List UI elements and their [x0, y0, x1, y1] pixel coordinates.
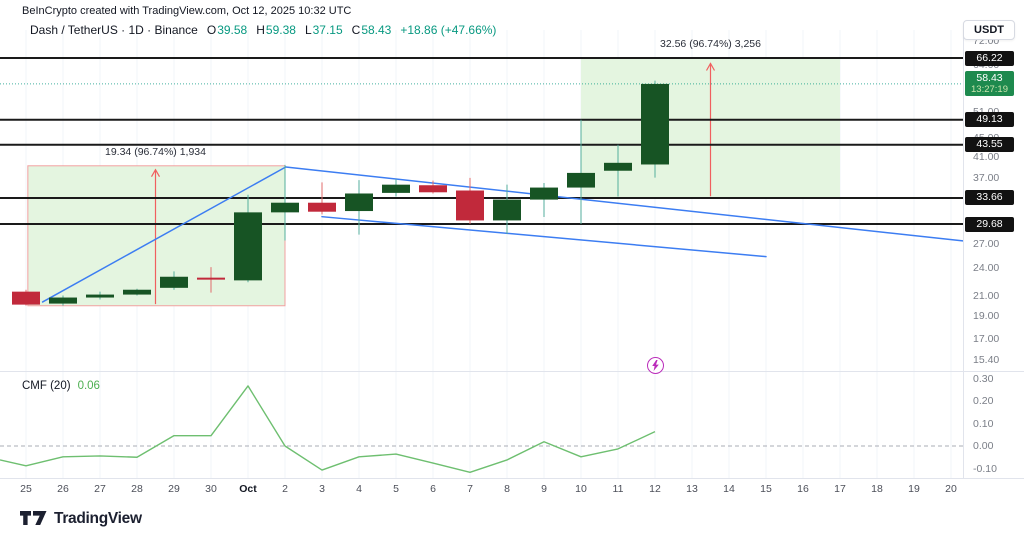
price-tick-label: 24.00 — [973, 261, 1000, 274]
time-tick-label: Oct — [239, 483, 257, 495]
measurement-label-right: 32.56 (96.74%) 3,256 — [660, 38, 761, 51]
last-price-badge: 58.43 13:27:19 — [965, 70, 1014, 96]
candle-body — [456, 190, 484, 221]
last-price-value: 58.43 — [976, 71, 1003, 84]
pane-separator[interactable] — [0, 371, 1024, 372]
ohlc-item: C 58.43 — [351, 23, 392, 37]
price-tick-label: 27.00 — [973, 237, 1000, 250]
time-tick-label: 11 — [612, 483, 624, 495]
bar-countdown: 13:27:19 — [971, 83, 1008, 95]
time-tick-label: 10 — [575, 483, 587, 495]
candle-body — [86, 294, 114, 298]
candle-body — [234, 212, 262, 281]
time-tick-label: 19 — [908, 483, 920, 495]
measurement-label-left: 19.34 (96.74%) 1,934 — [105, 145, 206, 158]
event-marker-button[interactable] — [647, 357, 664, 374]
symbol-legend[interactable]: Dash / TetherUS · 1D · Binance O 39.58 H 59… — [30, 23, 496, 37]
cmf-indicator-value: 0.06 — [77, 380, 100, 392]
time-tick-label: 29 — [168, 483, 180, 495]
candle-body — [308, 202, 336, 212]
time-tick-label: 5 — [393, 483, 399, 495]
price-level-badge: 43.55 — [965, 137, 1014, 153]
time-tick-label: 17 — [834, 483, 846, 495]
trendline[interactable] — [41, 166, 287, 303]
candle-body — [49, 297, 77, 304]
candle-body — [382, 184, 410, 193]
price-level-badge: 33.66 — [965, 190, 1014, 206]
cmf-tick-label: 0.10 — [973, 417, 994, 430]
time-tick-label: 8 — [504, 483, 510, 495]
candle-body — [641, 83, 669, 165]
price-level-badge: 29.68 — [965, 216, 1014, 232]
time-tick-label: 27 — [94, 483, 106, 495]
time-tick-label: 18 — [871, 483, 883, 495]
chart-canvas[interactable] — [0, 30, 963, 478]
time-tick-label: 7 — [467, 483, 473, 495]
tradingview-logo-text[interactable]: TradingView — [54, 509, 142, 527]
time-tick-label: 3 — [319, 483, 325, 495]
price-level-badge: 66.22 — [965, 50, 1014, 66]
currency-toggle-button[interactable]: USDT — [963, 20, 1015, 40]
ohlc-item: O 39.58 — [206, 23, 248, 37]
cmf-tick-label: 0.20 — [973, 395, 994, 407]
x-axis-separator — [0, 478, 1024, 479]
time-tick-label: 2 — [282, 483, 288, 495]
price-axis-separator — [963, 30, 964, 478]
time-tick-label: 16 — [797, 483, 809, 495]
cmf-tick-label: 0.00 — [973, 440, 994, 452]
candle-body — [493, 199, 521, 221]
price-tick-label: 21.00 — [973, 289, 1000, 302]
time-tick-label: 20 — [945, 483, 957, 495]
trendline[interactable] — [321, 215, 767, 258]
candle-body — [567, 172, 595, 188]
time-tick-label: 15 — [760, 483, 772, 495]
candle-body — [419, 185, 447, 193]
change-value: +18.86 (+47.66%) — [400, 23, 497, 37]
candle-body — [604, 162, 632, 171]
cmf-indicator-legend[interactable]: CMF (20) 0.06 — [22, 380, 100, 392]
price-tick-label: 19.00 — [973, 310, 1000, 323]
footer-bar: TradingView — [0, 500, 1024, 537]
price-tick-label: 37.00 — [973, 172, 1000, 185]
time-tick-label: 9 — [541, 483, 547, 495]
price-tick-label: 15.40 — [973, 353, 1000, 366]
time-tick-label: 6 — [430, 483, 436, 495]
cmf-tick-label: -0.10 — [973, 462, 997, 475]
arrowhead-icon — [705, 62, 716, 71]
price-tick-label: 41.00 — [973, 151, 1000, 164]
candle-body — [530, 187, 558, 200]
lightning-bolt-icon — [652, 360, 659, 371]
candle-body — [197, 277, 225, 280]
time-tick-label: 25 — [20, 483, 32, 495]
candle-body — [271, 202, 299, 213]
time-tick-label: 28 — [131, 483, 143, 495]
time-tick-label: 30 — [205, 483, 217, 495]
candle-body — [160, 276, 188, 288]
price-level-badge: 49.13 — [965, 112, 1014, 128]
time-tick-label: 26 — [57, 483, 69, 495]
time-tick-label: 12 — [649, 483, 661, 495]
ohlc-values: O 39.58 H 59.38 L 37.15 C 58.43 — [207, 23, 392, 37]
cmf-tick-label: 0.30 — [973, 372, 994, 385]
cmf-line — [0, 385, 656, 474]
cmf-indicator-name: CMF (20) — [22, 380, 71, 392]
ohlc-item: L 37.15 — [304, 23, 343, 37]
price-tick-label: 17.00 — [973, 333, 1000, 346]
time-tick-label: 14 — [723, 483, 735, 495]
trendline[interactable] — [284, 166, 963, 242]
time-tick-label: 13 — [686, 483, 698, 495]
attribution-text: BeInCrypto created with TradingView.com,… — [22, 5, 352, 17]
arrowhead-icon — [150, 168, 161, 177]
ohlc-item: H 59.38 — [256, 23, 296, 37]
candle-body — [345, 193, 373, 212]
tradingview-logo-icon[interactable] — [20, 510, 47, 527]
symbol-title[interactable]: Dash / TetherUS · 1D · Binance — [30, 23, 198, 37]
candle-body — [12, 291, 40, 305]
candle-body — [123, 289, 151, 295]
time-tick-label: 4 — [356, 483, 362, 495]
